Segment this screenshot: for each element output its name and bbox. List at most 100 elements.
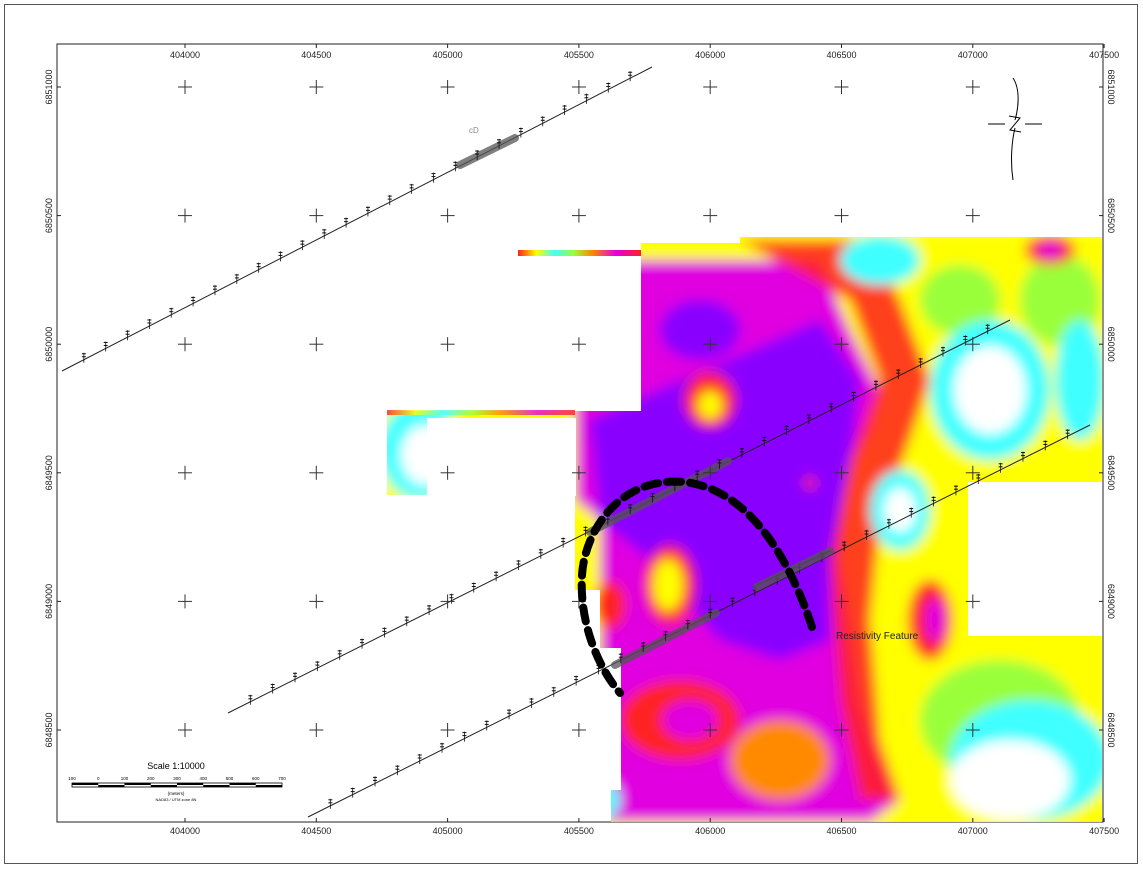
highlighted-segment [456,134,519,169]
feature-label: Resistivity Feature [836,631,919,642]
x-tick-label-bottom: 404500 [301,826,331,836]
blank-area-1 [427,418,576,496]
station-marker [762,436,767,447]
x-tick-label-bottom: 407000 [958,826,988,836]
station-marker [125,330,130,341]
grid-cross [965,465,980,480]
station-marker [574,675,579,686]
station-marker [739,447,744,458]
station-marker [529,698,534,708]
station-marker [404,616,409,627]
scale-title: Scale 1:10000 [147,761,205,771]
y-axis-left: 6851000 6850500 6850000 6849500 6849000 68485… [44,69,61,748]
grid-cross [178,465,192,480]
grid-cross [178,337,192,352]
station-marker [315,661,320,672]
x-tick-label-top: 406000 [695,50,725,60]
grid-cross [965,723,980,737]
scale-bar-tick-label: 300 [173,776,181,781]
grid-cross [703,465,718,480]
station-marker [628,503,633,514]
station-marker [300,240,305,251]
station-marker [147,318,152,329]
y-axis-right: 6851000 6850500 6850000 6849500 6849000 68485… [1099,69,1116,748]
x-tick-label-bottom: 406000 [695,826,725,836]
y-tick-label-left: 6850000 [44,327,54,362]
north-arrow-icon [988,77,1042,181]
grid-crosses [178,80,980,737]
y-tick-label-right: 6851000 [1106,69,1116,104]
grid-cross [965,337,980,352]
station-marker [806,414,811,425]
station-marker [628,71,633,82]
station-marker [851,391,856,402]
grid-cross [178,723,192,737]
grid-cross [834,465,849,480]
station-marker [373,776,378,787]
grid-cross [309,594,324,609]
station-marker [234,273,239,284]
station-marker [1043,440,1048,451]
x-tick-label-top: 405500 [564,50,594,60]
station-marker [256,262,261,273]
y-tick-label-right: 6850500 [1106,198,1116,233]
station-marker [516,560,521,571]
station-marker [212,285,217,296]
map-frame [4,4,1138,864]
grid-cross [178,80,192,94]
grid-cross [703,594,718,609]
station-marker [518,127,523,138]
station-marker [584,93,589,104]
station-marker [350,787,355,798]
station-marker [484,720,489,731]
station-marker [562,105,567,116]
station-marker [431,172,436,183]
station-marker [494,571,499,582]
station-marker [270,683,275,694]
station-marker [909,507,914,518]
grid-cross [834,337,849,352]
station-marker [561,537,566,548]
y-tick-label-left: 6848500 [44,712,54,747]
station-marker [322,228,327,239]
station-marker [365,206,370,217]
scale-bar-segment [98,785,125,787]
scale-bar-tick-label: 100 [68,776,76,781]
station-marker [387,195,392,206]
station-marker [1065,429,1070,440]
y-tick-label-right: 6848500 [1106,712,1116,747]
grid-cross [703,723,718,737]
station-marker [641,642,646,652]
grid-cross [834,594,849,609]
x-tick-label-top: 407000 [958,50,988,60]
grid-cross [440,208,455,223]
station-marker [918,357,923,368]
grid-cross [703,80,718,94]
station-marker [328,798,333,809]
grid-cross [965,594,980,609]
station-marker [360,638,365,649]
x-tick-label-bottom: 405000 [433,826,463,836]
scale-bar-tick-label: 400 [199,776,207,781]
station-marker [191,296,196,307]
grid-cross [309,465,324,480]
grid-cross [571,337,586,352]
scale-bar: Scale 1:10000 100 0 100 200 300 400 500 600 700 … [68,761,286,802]
station-marker [427,604,432,615]
station-marker [538,548,543,559]
station-marker [440,742,445,753]
grid-cross [571,208,586,223]
scale-bar-tick-label: 600 [252,776,260,781]
grid-cross [440,337,455,352]
station-marker [985,324,990,335]
x-tick-label-bottom: 404000 [170,826,200,836]
station-marker [976,474,981,484]
x-tick-label-bottom: 407500 [1089,826,1119,836]
grid-cross [965,80,980,94]
x-tick-label-top: 405000 [433,50,463,60]
station-marker [248,694,253,705]
station-marker [618,653,623,664]
grid-cross [440,465,455,480]
station-marker [953,485,958,496]
grid-edge-strip-top [518,250,641,256]
